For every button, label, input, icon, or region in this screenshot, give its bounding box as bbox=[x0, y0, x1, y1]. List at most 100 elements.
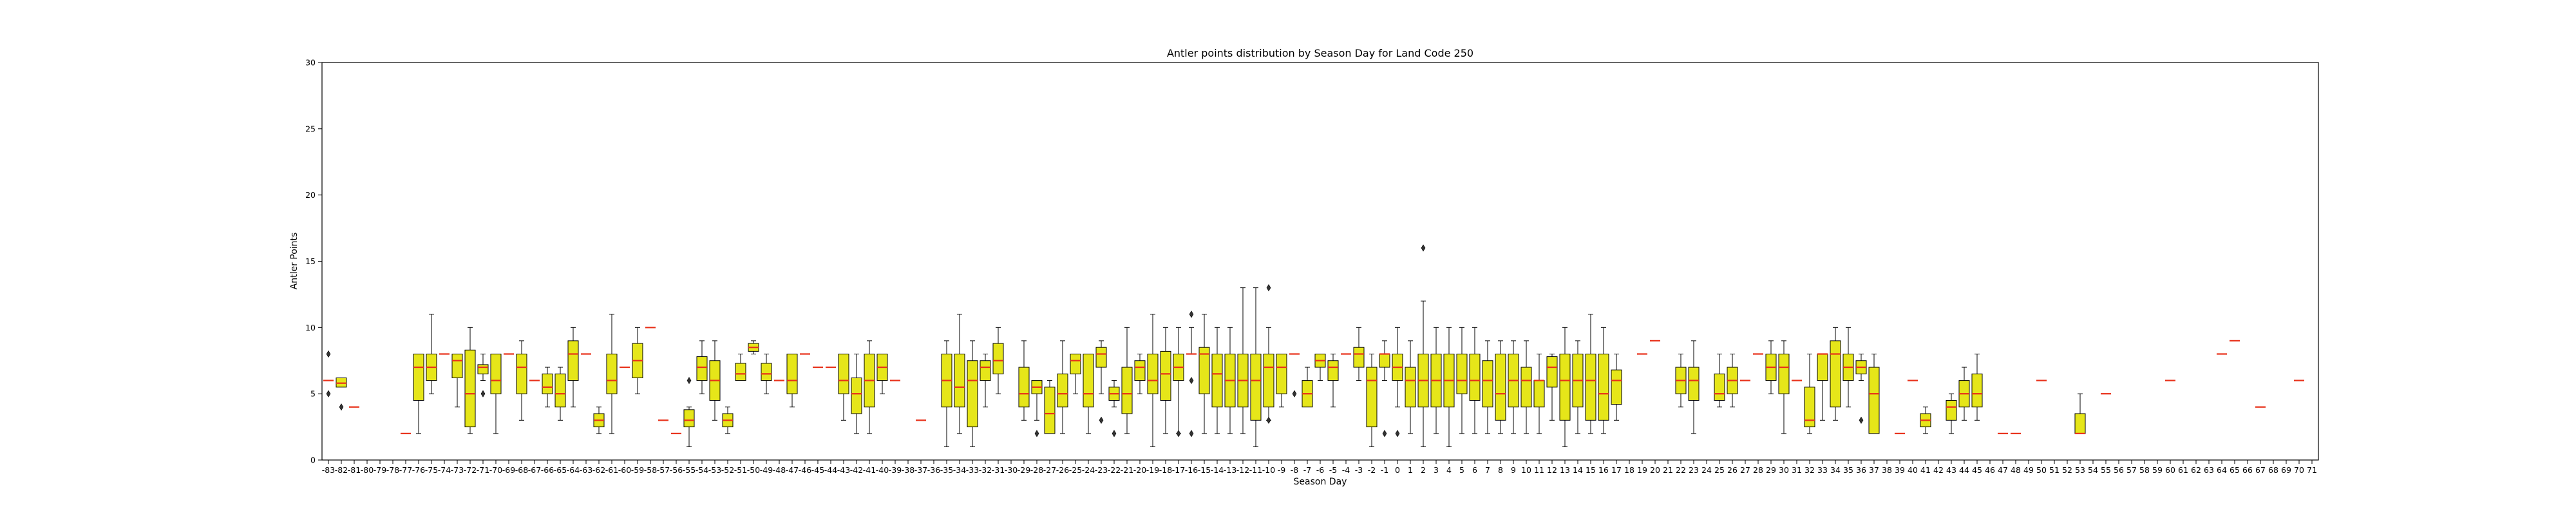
box bbox=[1083, 353, 1094, 408]
x-tick-label: 30 bbox=[1779, 465, 1789, 475]
box-group bbox=[1379, 340, 1390, 437]
box-group bbox=[1198, 314, 1210, 434]
x-tick-label: -62 bbox=[592, 465, 605, 475]
box bbox=[1533, 380, 1545, 408]
box-group bbox=[1456, 327, 1468, 434]
x-tick-label: -1 bbox=[1381, 465, 1388, 475]
x-tick-label: 46 bbox=[1985, 465, 1995, 475]
box-group bbox=[1598, 327, 1609, 434]
outlier-point bbox=[339, 403, 344, 411]
box bbox=[567, 340, 579, 381]
x-tick-label: 70 bbox=[2294, 465, 2304, 475]
x-tick-label: 20 bbox=[1650, 465, 1660, 475]
x-tick-label: -67 bbox=[528, 465, 541, 475]
box-group bbox=[336, 377, 347, 411]
box-group bbox=[413, 353, 424, 434]
x-tick-label: -27 bbox=[1043, 465, 1056, 475]
x-tick-label: 57 bbox=[2126, 465, 2137, 475]
box-group bbox=[1289, 353, 1300, 398]
box bbox=[1946, 399, 1957, 421]
box-group bbox=[1160, 327, 1171, 434]
x-tick-label: -45 bbox=[811, 465, 824, 475]
x-tick-label: -64 bbox=[567, 465, 580, 475]
x-tick-label: -36 bbox=[927, 465, 940, 475]
x-tick-label: 43 bbox=[1946, 465, 1956, 475]
box-group bbox=[1469, 327, 1481, 434]
box-group bbox=[1302, 367, 1313, 408]
x-tick-label: -55 bbox=[683, 465, 696, 475]
x-tick-label: -49 bbox=[760, 465, 773, 475]
box-group bbox=[567, 327, 579, 408]
box-group bbox=[1817, 353, 1828, 421]
box-group bbox=[490, 353, 502, 434]
x-tick-label: 38 bbox=[1882, 465, 1892, 475]
box-group bbox=[1842, 327, 1854, 408]
box-group bbox=[1546, 353, 1558, 421]
plot-frame bbox=[321, 62, 2319, 461]
outlier-point bbox=[1099, 416, 1104, 424]
box-group bbox=[1482, 340, 1493, 434]
box bbox=[1121, 367, 1133, 414]
y-tick-label: 30 bbox=[305, 58, 316, 68]
box-group bbox=[1031, 380, 1043, 437]
x-tick-label: 9 bbox=[1511, 465, 1516, 475]
box-group bbox=[1971, 353, 1983, 421]
x-tick-label: 50 bbox=[2036, 465, 2047, 475]
x-tick-label: -82 bbox=[335, 465, 348, 475]
box bbox=[1276, 353, 1287, 394]
x-tick-label: -10 bbox=[1262, 465, 1275, 475]
box-group bbox=[1173, 327, 1184, 437]
box-group bbox=[554, 367, 566, 421]
x-tick-label: -50 bbox=[747, 465, 760, 475]
x-tick-label: -53 bbox=[708, 465, 721, 475]
box bbox=[1804, 387, 1815, 428]
x-tick-label: 61 bbox=[2178, 465, 2188, 475]
x-tick-label: -9 bbox=[1278, 465, 1286, 475]
x-tick-label: 4 bbox=[1446, 465, 1452, 475]
x-tick-label: -2 bbox=[1368, 465, 1376, 475]
outlier-point bbox=[1382, 430, 1387, 437]
x-tick-label: -73 bbox=[451, 465, 464, 475]
box-group bbox=[954, 314, 965, 434]
x-tick-label: -69 bbox=[502, 465, 515, 475]
x-tick-label: -51 bbox=[734, 465, 747, 475]
x-tick-label: -17 bbox=[1172, 465, 1185, 475]
x-tick-label: 29 bbox=[1766, 465, 1776, 475]
box-group bbox=[1327, 353, 1339, 408]
x-tick-label: -78 bbox=[386, 465, 399, 475]
box-group bbox=[1765, 340, 1777, 394]
box-group bbox=[1443, 327, 1455, 447]
x-tick-label: -4 bbox=[1342, 465, 1350, 475]
x-tick-label: -72 bbox=[464, 465, 477, 475]
box-group bbox=[1211, 327, 1223, 434]
x-tick-label: -37 bbox=[914, 465, 927, 475]
x-tick-label: 19 bbox=[1637, 465, 1647, 475]
x-tick-label: 44 bbox=[1959, 465, 1969, 475]
box bbox=[851, 377, 862, 414]
box-group bbox=[748, 340, 759, 354]
x-tick-label: -81 bbox=[348, 465, 361, 475]
box-group bbox=[632, 327, 643, 394]
box-group bbox=[1044, 380, 1056, 434]
box bbox=[1598, 353, 1609, 421]
box bbox=[1482, 360, 1493, 408]
box bbox=[838, 353, 849, 394]
box-group bbox=[992, 327, 1004, 394]
y-tick-label: 5 bbox=[310, 389, 316, 399]
box bbox=[1830, 340, 1841, 408]
box bbox=[967, 360, 978, 428]
box-group bbox=[606, 314, 618, 434]
x-tick-label: 22 bbox=[1676, 465, 1686, 475]
box-group bbox=[683, 377, 695, 447]
box-group bbox=[1083, 353, 1094, 434]
x-tick-label: -60 bbox=[618, 465, 631, 475]
box bbox=[761, 363, 772, 381]
box bbox=[1147, 353, 1159, 394]
box bbox=[1095, 347, 1107, 368]
x-tick-label: 17 bbox=[1611, 465, 1622, 475]
box bbox=[1495, 353, 1506, 421]
x-tick-label: -75 bbox=[425, 465, 438, 475]
x-tick-label: -32 bbox=[979, 465, 992, 475]
box-group bbox=[464, 327, 476, 434]
